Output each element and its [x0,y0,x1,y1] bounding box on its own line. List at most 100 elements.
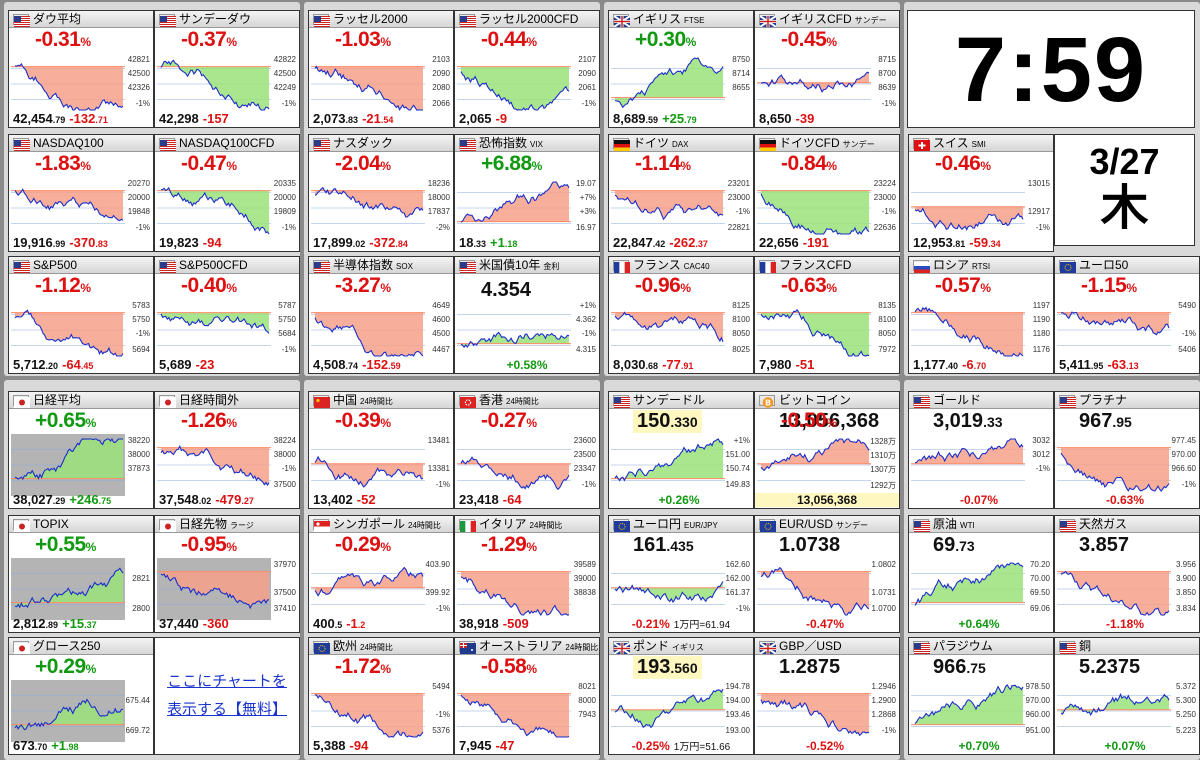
tile-title: NASDAQ100 [33,136,104,150]
market-tile-btc[interactable]: B ビットコイン 13,056,368 1328万 1310万 1307万 1292万… [754,391,900,509]
market-tile-topix[interactable]: TOPIX +0.55% 2821 2800 2,812.89 +15.37 [8,515,154,633]
change-percent: -0.29% [335,533,391,556]
promo-link-line1[interactable]: ここにチャートを [167,673,287,690]
market-tile-dow-sun[interactable]: サンデーダウ -0.37% 42822 42500 42249 -1% 42,298 -1… [154,10,300,128]
axis-tick-label: 8750 [732,55,750,64]
market-tile-sg[interactable]: シンガポール 24時間比 -0.29% 403.90 399.92 -1% 400.5-… [308,515,454,633]
axis-tick-label: 4.362 [575,315,596,324]
tile-header: グロース250 [9,638,153,655]
market-tile-copper[interactable]: 銅 5.2375 5.372 5.300 5.250 5.223 +0.07% [1054,637,1200,755]
market-tile-europe[interactable]: 欧州 24時間比 -1.72% 5494 -1% 5376 5,388 -94 [308,637,454,755]
market-tile-nikkei-night[interactable]: 日経時間外 -1.26% 38224 38000 -1% 37500 37,548.02… [154,391,300,509]
axis-tick-label: 5376 [432,726,450,735]
axis-tick-label: -1% [135,223,150,232]
price-chart [311,186,425,224]
market-tile-aus[interactable]: オーストラリア 24時間比 -0.58% 8021 8000 7943 7,945 -47 [454,637,600,755]
market-tile-nasdaq-cfd[interactable]: NASDAQ100CFD -0.47% 20335 20000 19809 -1% 19… [154,134,300,252]
market-tile-russell-cfd[interactable]: ラッセル2000CFD -0.44% 2107 2090 2061 -1% 2,065-… [454,10,600,128]
market-tile-euro50[interactable]: ユーロ50 -1.15% 5490 -1% 5406 5,411.95 -63.13 [1054,256,1200,374]
market-tile-eurusd[interactable]: EUR/USD サンデー 1.0738 1.0802 1.0731 1.0700 -0.… [754,515,900,633]
flag-us-icon [913,519,930,532]
market-tile-gbpjpy[interactable]: ポンド イギリス 193.560 194.78 194.00 193.46 193.00… [608,637,754,755]
market-tile-ftse-cfd[interactable]: イギリスCFD サンデー -0.45% 8715 8700 8639 -1% 8,650-… [754,10,900,128]
axis-tick-label: -1% [735,207,750,216]
market-tile-nasdaq[interactable]: NASDAQ100 -1.83% 20270 20000 19848 -1% 19,91… [8,134,154,252]
market-tile-sp500[interactable]: S&P500 -1.12% 5783 5750 -1% 5694 5,712.20 -64… [8,256,154,374]
market-tile-dax[interactable]: ドイツ DAX -1.14% 23201 23000 -1% 22821 22,847.4… [608,134,754,252]
market-tile-dow[interactable]: ダウ平均 -0.31% 42821 42500 42326 -1% 42,454.79-… [8,10,154,128]
axis-tick-label: 951.00 [1025,726,1050,735]
axis-tick-label: 194.78 [725,682,750,691]
tile-header: オーストラリア 24時間比 [455,638,599,655]
flag-de-icon [759,138,776,151]
tile-header: 天然ガス [1055,516,1199,533]
axis-tick-label: 5694 [132,345,150,354]
tile-title: ユーロ円 [633,517,682,531]
market-tile-cac-cfd[interactable]: フランスCFD -0.63% 8135 8100 8050 7972 7,980 -51 [754,256,900,374]
market-tile-gas[interactable]: 天然ガス 3.857 3.956 3.900 3.850 3.834 -1.18% [1054,515,1200,633]
market-tile-gbpusd[interactable]: GBP／USD 1.2875 1.2946 1.2900 1.2868 -1% -0.5… [754,637,900,755]
chart-line [760,566,870,616]
axis-tick-label: 13481 [427,436,450,445]
axis-tick-label: 5787 [278,301,296,310]
market-tile-cac[interactable]: フランス CAC40 -0.96% 8125 8100 8050 8025 8,030.6… [608,256,754,374]
current-value: 1.2875 [779,656,841,678]
tile-title: 原油 [933,517,958,531]
axis-tick-label: 1.2868 [871,710,896,719]
chart-line [14,309,124,357]
market-tile-sox[interactable]: 半導体指数 SOX -3.27% 4649 4600 4500 4467 4,508.74… [308,256,454,374]
axis-tick-label: 7972 [878,345,896,354]
tile-footer: -1.18% [1105,617,1145,631]
tile-header: 恐怖指数 VIX [455,135,599,152]
market-tile-ftse[interactable]: イギリス FTSE +0.30% 8750 8714 8655 8,689.59 +25.… [608,10,754,128]
tile-subtitle: 24時間比 [360,397,393,406]
market-tile-platinum[interactable]: プラチナ 967.95 977.45 970.00 966.60 -1% -0.63% [1054,391,1200,509]
market-tile-nikkei[interactable]: 日経平均 +0.65% 38220 38000 37873 38,027.29 +246… [8,391,154,509]
chart-area [615,58,723,108]
promo-link-line2[interactable]: 表示する【無料】 [166,701,287,718]
change-percent: -0.84% [781,152,837,175]
market-tile-nikkei-fut[interactable]: 日経先物 ラージ -0.95% 37970 37500 37410 37,440 -360 [154,515,300,633]
market-tile-rtsi[interactable]: ロシア RTSI -0.57% 1197 1190 1180 1176 1,177.40-… [908,256,1054,374]
price-chart [757,693,871,737]
svg-text:B: B [765,399,771,408]
price-chart [457,693,571,738]
market-tile-it[interactable]: イタリア 24時間比 -1.29% 39589 39000 38838 38,918 -5… [454,515,600,633]
market-tile-hk[interactable]: 香港 24時間比 -0.27% 23600 23500 23347 -1% 23,418-… [454,391,600,509]
tile-header: 欧州 24時間比 [309,638,453,655]
flag-us-icon [13,138,30,151]
axis-tick-label: 151.00 [725,450,750,459]
date-panel: 3/27 木 [1054,134,1195,246]
market-tile-usdjpy[interactable]: サンデードル 150.330 +1% 151.00 150.74 149.83 +0.2… [608,391,754,509]
tile-title: パラジウム [933,639,993,653]
market-tile-china[interactable]: 中国 24時間比 -0.39% 13481 13381 -1% 13,402 -52 [308,391,454,509]
market-tile-palladium[interactable]: パラジウム 966.75 978.50 970.00 960.00 951.00 +0.… [908,637,1054,755]
tile-title: ドイツ [633,136,670,150]
market-tile-nasdaq-comp[interactable]: ナスダック -2.04% 18236 18000 17837 -2% 17,899.02… [308,134,454,252]
market-tile-russell[interactable]: ラッセル2000 -1.03% 2103 2090 2080 2066 2,073.83… [308,10,454,128]
tile-header: 中国 24時間比 [309,392,453,409]
tile-header: パラジウム [909,638,1053,655]
market-tile-growth[interactable]: グロース250 +0.29% 675.44 669.72 673.70 +1.98 [8,637,154,755]
chart-line [614,57,724,109]
market-tile-wti[interactable]: 原油 WTI 69.73 70.20 70.00 69.50 69.06 +0.64% [908,515,1054,633]
market-tile-us10y[interactable]: 米国債10年 金利 4.354 +1% 4.362 -1% 4.315 +0.58% [454,256,600,374]
market-tile-gold[interactable]: ゴールド 3,019.33 3032 3012 -1% -0.07% [908,391,1054,509]
tile-footer: -0.21% 1万円=61.94 [631,617,731,631]
date-day: 3/27 [1089,141,1160,182]
tile-footer: 2,065 -9 [459,111,508,126]
axis-tick-label: 5406 [1178,345,1196,354]
market-tile-vix[interactable]: 恐怖指数 VIX +6.88% 19.07 +7% +3% 16.97 18.33 +1.1… [454,134,600,252]
chart-line [14,567,124,609]
market-tile-sp500-cfd[interactable]: S&P500CFD -0.40% 5787 5750 5684 -1% 5,689 -23 [154,256,300,374]
axis-tick-label: 1.2946 [871,682,896,691]
tile-title: GBP／USD [779,639,842,653]
axis-tick-label: 960.00 [1025,710,1050,719]
market-tile-smi[interactable]: スイス SMI -0.46% 13015 12917 -1% 12,953.81 -59.… [908,134,1054,252]
market-tile-dax-cfd[interactable]: ドイツCFD サンデー -0.84% 23224 23000 -1% 22636 22,6… [754,134,900,252]
market-tile-eurjpy[interactable]: ユーロ円 EUR/JPY 161.435 162.60 162.00 161.37 -1… [608,515,754,633]
axis-tick-label: 42249 [273,83,296,92]
price-chart [757,190,871,236]
flag-us-icon [459,138,476,151]
tile-title: EUR/USD [779,517,834,531]
